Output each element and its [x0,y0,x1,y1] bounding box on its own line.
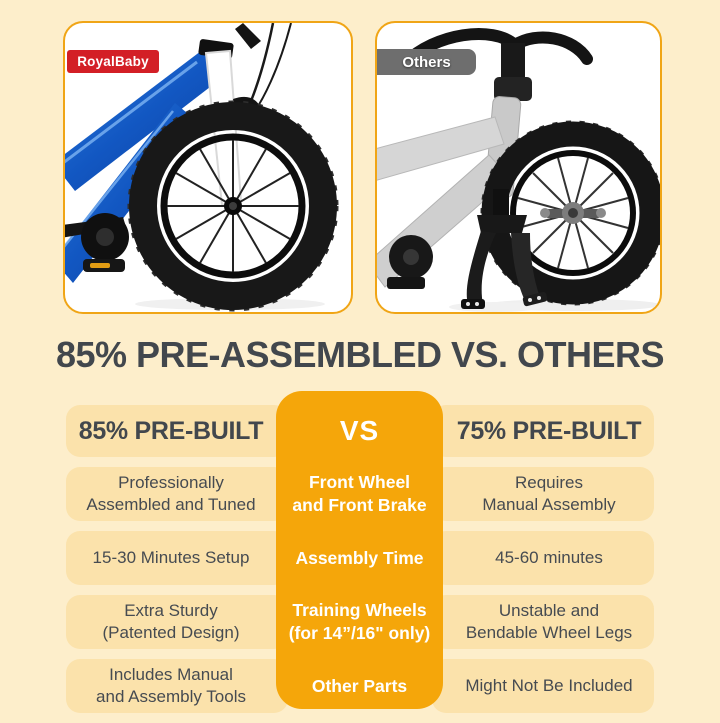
comparison-row: Professionally Assembled and Tuned Requi… [66,467,654,521]
vs-column: VS Front Wheel and Front Brake Assembly … [276,391,443,709]
vs-header: VS [339,414,380,446]
royalbaby-panel: RoyalBaby [63,21,353,314]
others-badge: Others [377,49,476,75]
royalbaby-bike-image [65,23,339,312]
right-column-header: 75% PRE-BUILT [432,405,654,457]
left-cell: 15-30 Minutes Setup [66,531,288,585]
comparison-table: 85% PRE-BUILT 75% PRE-BUILT Professional… [66,391,654,723]
comparison-header-row: 85% PRE-BUILT 75% PRE-BUILT [66,405,654,457]
left-cell: Extra Sturdy (Patented Design) [66,595,288,649]
main-heading: 85% PRE-ASSEMBLED VS. OTHERS [55,334,665,375]
comparison-row: 15-30 Minutes Setup 45-60 minutes [66,531,654,585]
left-cell: Includes Manual and Assembly Tools [66,659,288,713]
center-cell: Assembly Time [295,547,424,568]
comparison-row: Includes Manual and Assembly Tools Might… [66,659,654,713]
left-column-header: 85% PRE-BUILT [66,405,288,457]
right-cell: Unstable and Bendable Wheel Legs [432,595,654,649]
royalbaby-badge: RoyalBaby [67,50,159,73]
left-cell: Professionally Assembled and Tuned [66,467,288,521]
right-cell: Requires Manual Assembly [432,467,654,521]
center-cell: Training Wheels (for 14”/16" only) [288,600,431,643]
comparison-row: Extra Sturdy (Patented Design) Unstable … [66,595,654,649]
others-panel: Others [375,21,662,314]
center-cell: Other Parts [311,675,408,696]
right-cell: Might Not Be Included [432,659,654,713]
center-cell: Front Wheel and Front Brake [292,472,427,515]
right-cell: 45-60 minutes [432,531,654,585]
